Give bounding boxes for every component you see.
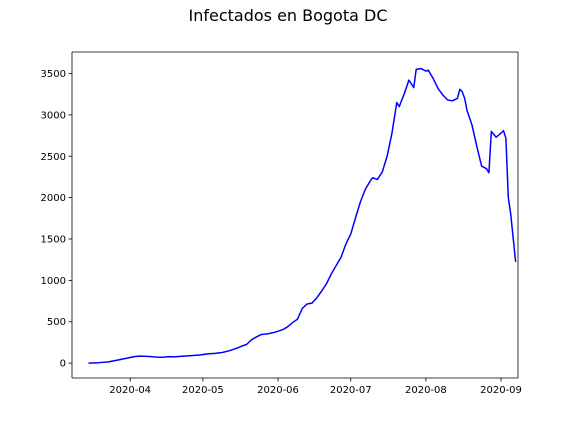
y-axis: 0 500 1000 1500 2000 2500 3000 3500 — [41, 69, 72, 370]
y-tick-label: 2500 — [41, 152, 66, 163]
y-tick-label: 3500 — [41, 69, 66, 80]
y-tick-label: 1500 — [41, 234, 66, 245]
x-tick-label: 2020-04 — [109, 385, 151, 396]
y-tick-label: 1000 — [41, 276, 66, 287]
x-axis: 2020-04 2020-05 2020-06 2020-07 2020-08 2020-… — [109, 378, 522, 396]
plot-area — [72, 52, 518, 378]
y-tick-label: 2000 — [41, 193, 66, 204]
y-tick-label: 3000 — [41, 110, 66, 121]
x-tick-label: 2020-09 — [480, 385, 522, 396]
y-tick-label: 0 — [60, 359, 66, 370]
y-tick-label: 500 — [47, 317, 66, 328]
x-tick-label: 2020-05 — [182, 385, 224, 396]
x-tick-label: 2020-06 — [257, 385, 299, 396]
axes-frame — [71, 51, 519, 379]
x-tick-label: 2020-08 — [405, 385, 447, 396]
series-layer — [88, 67, 517, 364]
chart-title: Infectados en Bogota DC — [188, 6, 387, 25]
series-line — [88, 67, 517, 364]
x-tick-label: 2020-07 — [330, 385, 372, 396]
